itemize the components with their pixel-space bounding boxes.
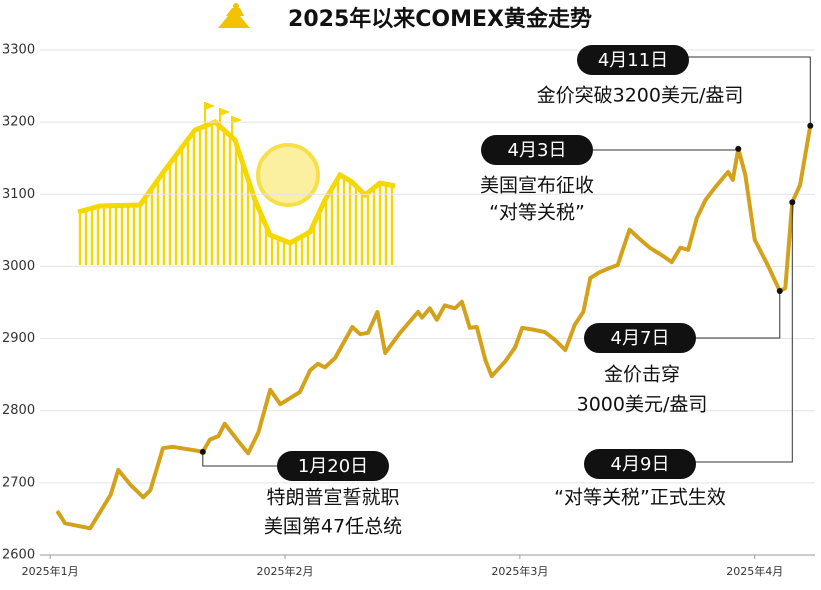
annotation-dot	[199, 448, 206, 455]
x-tick-label: 2025年3月	[491, 564, 548, 578]
leader-line	[592, 148, 739, 151]
y-tick-label: 2900	[2, 331, 35, 346]
annotation-dot	[735, 145, 742, 152]
annotation-date: 1月20日	[298, 456, 368, 477]
annotation-text: 3000美元/盎司	[577, 394, 708, 416]
y-tick-label: 3200	[2, 115, 35, 130]
deco-loop	[256, 143, 320, 207]
leader-line	[202, 451, 278, 467]
y-tick-label: 3300	[2, 43, 35, 58]
date-pill	[277, 451, 389, 481]
leader-line	[688, 56, 811, 126]
date-pill	[577, 45, 689, 75]
x-tick-label: 2025年4月	[726, 564, 783, 578]
price-line	[55, 125, 813, 531]
y-tick-label: 2700	[2, 475, 35, 490]
x-tick-label: 2025年1月	[22, 564, 79, 578]
leader-line	[695, 290, 781, 339]
annotation-text: 金价击穿	[604, 364, 680, 386]
y-tick-label: 3000	[2, 259, 35, 274]
annotation-text: 特朗普宣誓就职	[266, 487, 399, 509]
chart-title: 2025年以来COMEX黄金走势	[288, 6, 592, 32]
decoration	[77, 102, 396, 265]
annotation-text: “对等关税”	[489, 202, 585, 224]
deco-track	[77, 119, 396, 246]
annotation-dot	[807, 122, 814, 129]
date-pill	[481, 135, 593, 165]
annotation-text: 金价突破3200美元/盎司	[537, 85, 744, 107]
y-tick-label: 2800	[2, 403, 35, 418]
annotation-text: 美国第47任总统	[264, 516, 402, 538]
annotation-date: 4月3日	[508, 140, 567, 161]
deco-flag	[205, 102, 215, 110]
annotation-text: 美国宣布征收	[480, 175, 594, 197]
deco-flag	[232, 116, 242, 124]
annotation-date: 4月9日	[611, 454, 670, 475]
x-tick-label: 2025年2月	[257, 564, 314, 578]
date-pill	[584, 323, 696, 353]
leader-line	[695, 202, 793, 463]
annotation-date: 4月7日	[611, 328, 670, 349]
date-pill	[584, 449, 696, 479]
deco-flag	[220, 108, 230, 116]
annotation-dot	[789, 199, 796, 206]
annotation-text: “对等关税”正式生效	[554, 487, 726, 509]
y-tick-label: 2600	[2, 548, 35, 563]
annotation-dot	[776, 287, 783, 294]
annotation-date: 4月11日	[598, 50, 668, 71]
y-tick-label: 3100	[2, 187, 35, 202]
title-icon	[218, 3, 250, 28]
